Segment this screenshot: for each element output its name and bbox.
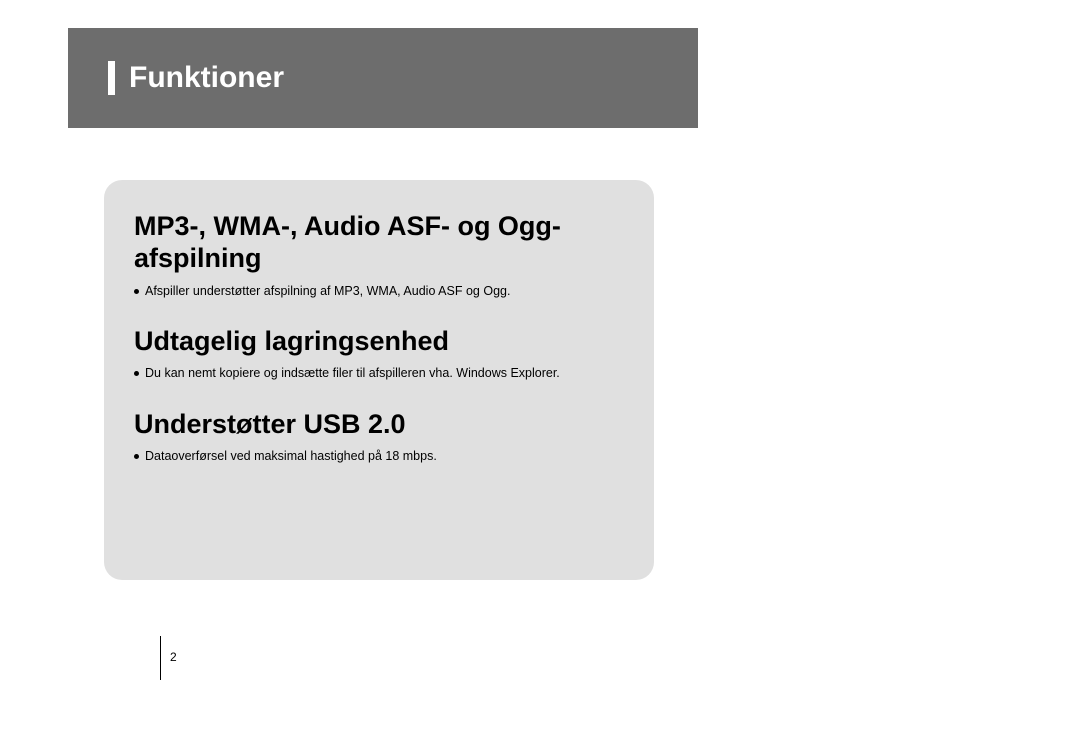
feature-bullet-row: Du kan nemt kopiere og indsætte filer ti…: [134, 365, 624, 381]
bullet-icon: [134, 289, 139, 294]
bullet-icon: [134, 454, 139, 459]
header-bar: Funktioner: [68, 28, 698, 128]
manual-page: Funktioner MP3-, WMA-, Audio ASF- og Ogg…: [0, 0, 1080, 750]
header-accent: [108, 61, 115, 95]
feature-box: MP3-, WMA-, Audio ASF- og Ogg-afspilning…: [104, 180, 654, 580]
feature-bullet-row: Afspiller understøtter afspilning af MP3…: [134, 283, 624, 299]
feature-bullet-text: Dataoverførsel ved maksimal hastighed på…: [145, 448, 437, 464]
feature-title-2: Udtagelig lagringsenhed: [134, 325, 624, 357]
bullet-icon: [134, 371, 139, 376]
feature-bullet-text: Afspiller understøtter afspilning af MP3…: [145, 283, 510, 299]
feature-bullet-row: Dataoverførsel ved maksimal hastighed på…: [134, 448, 624, 464]
feature-title-1: MP3-, WMA-, Audio ASF- og Ogg-afspilning: [134, 210, 624, 275]
page-title: Funktioner: [129, 61, 284, 95]
page-number: 2: [170, 650, 177, 664]
feature-bullet-text: Du kan nemt kopiere og indsætte filer ti…: [145, 365, 560, 381]
footer-divider: [160, 636, 161, 680]
feature-title-3: Understøtter USB 2.0: [134, 408, 624, 440]
